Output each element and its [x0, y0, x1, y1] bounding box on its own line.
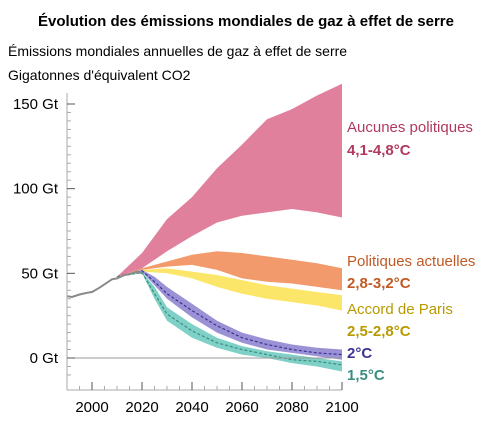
chart-subtitle: Émissions mondiales annuelles de gaz à e…	[8, 43, 347, 59]
band-1	[117, 251, 342, 291]
median-line-4	[116, 271, 343, 366]
series-name-label: Accord de Paris	[347, 301, 453, 318]
chart-unit-label: Gigatonnes d'équivalent CO2	[8, 67, 191, 83]
series-name-label: Politiques actuelles	[347, 253, 475, 270]
scenario-labels: Aucunes politiques 4,1-4,8°C Politiques ac…	[347, 119, 475, 384]
x-tick-label: 2100	[325, 399, 358, 416]
x-tick-label: 2020	[125, 399, 158, 416]
band-0	[117, 83, 342, 277]
chart-title: Évolution des émissions mondiales de gaz…	[38, 13, 454, 30]
historical-line	[66, 270, 143, 299]
series-name-label: Aucunes politiques	[347, 119, 473, 136]
x-tick-label: 2000	[75, 399, 108, 416]
x-tick-label: 2080	[275, 399, 308, 416]
band-2	[117, 268, 342, 311]
x-tick-label: 2040	[175, 399, 208, 416]
x-tick-label: 2060	[225, 399, 258, 416]
scenario-bands	[117, 83, 342, 372]
y-tick-label: 0 Gt	[30, 350, 59, 367]
y-tick-label: 50 Gt	[21, 265, 59, 282]
series-range-label: 2,8-3,2°C	[347, 275, 411, 292]
series-range-label: 2°C	[347, 345, 372, 362]
series-range-label: 1,5°C	[347, 367, 385, 384]
series-range-label: 4,1-4,8°C	[347, 142, 411, 159]
scenario-medians	[116, 270, 343, 366]
series-range-label: 2,5-2,8°C	[347, 323, 411, 340]
y-tick-label: 150 Gt	[13, 96, 59, 113]
y-tick-label: 100 Gt	[13, 181, 59, 198]
median-line-3	[116, 270, 343, 356]
chart-axes: 2000 2020 2040 2060 2080 2100 0 Gt 50 Gt 100 Gt 1…	[13, 93, 359, 416]
band-3	[117, 269, 342, 360]
